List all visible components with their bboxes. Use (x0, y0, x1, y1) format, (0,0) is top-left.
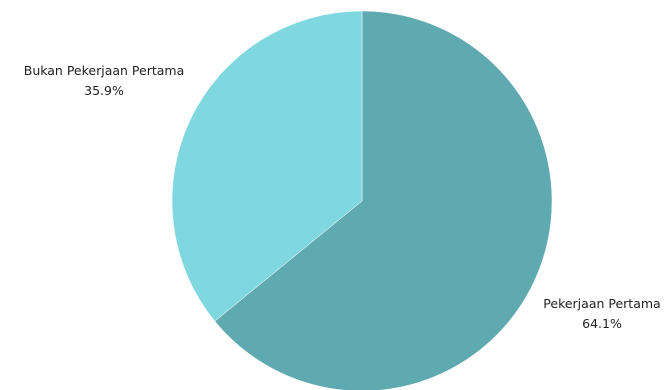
pie-slice-bukan-pekerjaan-pertama (171, 10, 363, 322)
slice-label-name: Bukan Pekerjaan Pertama (24, 63, 185, 78)
pie-labels: Pekerjaan Pertama 64.1% Bukan Pekerjaan Pe… (24, 63, 661, 331)
slice-label-percent: 35.9% (84, 83, 124, 98)
pie-slices (171, 10, 553, 390)
slice-label-percent: 64.1% (582, 316, 622, 331)
pie-slice-pekerjaan-pertama (214, 10, 553, 390)
slice-label-name: Pekerjaan Pertama (543, 296, 660, 311)
